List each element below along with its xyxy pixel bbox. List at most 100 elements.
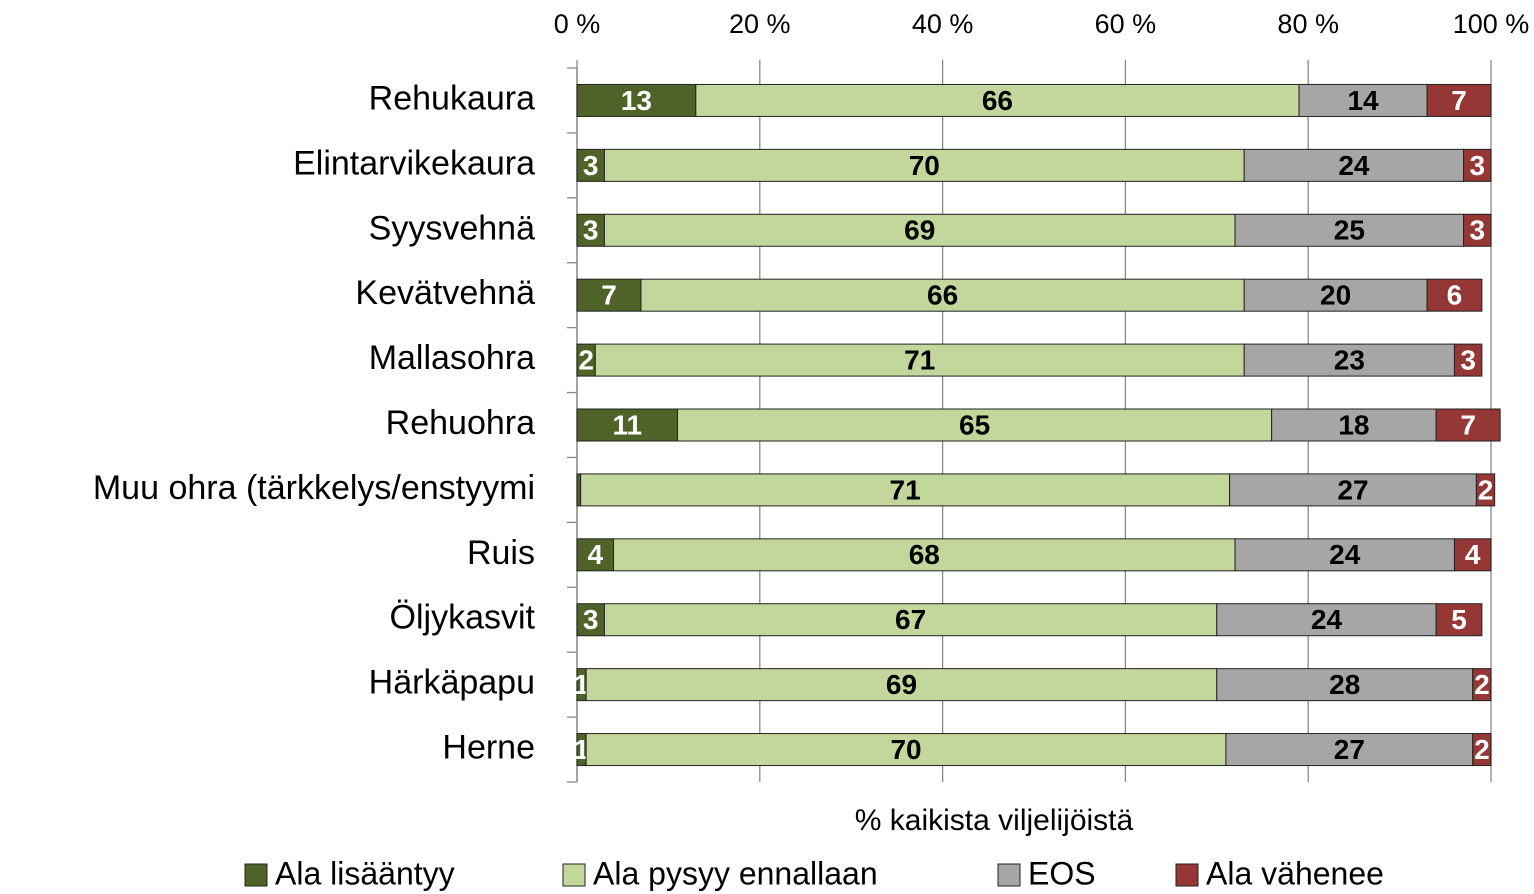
data-label: 67: [895, 604, 926, 635]
data-label: 2: [1474, 734, 1490, 765]
data-label: 14: [1347, 85, 1379, 116]
data-label: 25: [1334, 215, 1365, 246]
data-label: 11: [612, 409, 642, 440]
data-label: 65: [959, 409, 990, 440]
data-label: 28: [1329, 669, 1360, 700]
bar-segment: [603, 213, 1236, 247]
legend-swatch: [997, 863, 1021, 887]
data-label: 2: [578, 344, 594, 375]
data-label: 27: [1337, 474, 1368, 505]
data-label: 5: [1451, 604, 1467, 635]
y-tick-label: Muu ohra (tärkkelys/enstyymi: [93, 469, 535, 507]
bar-segment: [1234, 538, 1455, 572]
bar-segment: [576, 538, 615, 572]
x-tick-label: 100 %: [1453, 9, 1530, 39]
bar-segment: [1463, 148, 1492, 182]
bar-segment: [1475, 473, 1496, 507]
legend-label: Ala pysyy ennallaan: [593, 855, 878, 891]
data-label: 66: [982, 85, 1013, 116]
bar-segment: [1229, 473, 1477, 507]
data-label: 66: [927, 280, 958, 311]
bar-segment: [1225, 733, 1474, 767]
data-label: 27: [1334, 734, 1365, 765]
bar-segment: [613, 538, 1236, 572]
data-label: 3: [1460, 344, 1476, 375]
legend-swatch: [562, 863, 586, 887]
data-label: 24: [1311, 604, 1343, 635]
data-label: 7: [1460, 409, 1476, 440]
bar-segment: [576, 473, 582, 507]
data-label: 23: [1334, 344, 1365, 375]
bar-segment: [576, 408, 679, 442]
bar-segment: [1298, 83, 1428, 117]
y-tick-label: Rehuohra: [386, 404, 535, 442]
y-tick-label: Härkäpapu: [369, 664, 535, 702]
x-tick-label: 60 %: [1095, 9, 1157, 39]
bar-segment: [677, 408, 1273, 442]
legend-label: EOS: [1028, 855, 1096, 891]
data-label: 2: [1478, 474, 1494, 505]
bar-segment: [1472, 733, 1492, 767]
bar-segment: [1271, 408, 1437, 442]
bar-segment: [1426, 278, 1483, 312]
y-tick-label: Elintarvikekaura: [293, 144, 535, 182]
bar-segment: [695, 83, 1300, 117]
data-label: 69: [886, 669, 917, 700]
data-label: 71: [904, 344, 935, 375]
data-label: 70: [909, 150, 940, 181]
bar-segment: [1243, 148, 1465, 182]
data-label: 3: [583, 604, 599, 635]
data-label: 24: [1338, 150, 1370, 181]
bar-segment: [1243, 278, 1428, 312]
bar-segment: [1453, 343, 1483, 377]
bar-segment: [576, 83, 697, 117]
x-tick-label: 20 %: [729, 9, 791, 39]
data-label: 1: [574, 669, 590, 700]
data-label: 3: [1470, 215, 1486, 246]
data-label: 3: [583, 215, 599, 246]
bar-segment: [576, 603, 605, 637]
bar-segment: [1435, 408, 1501, 442]
data-label: 69: [904, 215, 935, 246]
y-tick-label: Öljykasvit: [390, 599, 536, 637]
y-tick-label: Syysvehnä: [369, 209, 535, 247]
data-label: 7: [1451, 85, 1467, 116]
x-tick-label: 80 %: [1277, 9, 1339, 39]
bar-segment: [1243, 343, 1455, 377]
bar-segment: [640, 278, 1245, 312]
bar-segment: [1435, 603, 1483, 637]
y-tick-label: Ruis: [467, 534, 535, 572]
y-tick-label: Kevätvehnä: [355, 274, 535, 312]
data-label: 3: [583, 150, 599, 181]
data-label: 3: [1470, 150, 1486, 181]
bar-segment: [576, 148, 605, 182]
legend-swatch: [244, 863, 268, 887]
bar-segment: [1234, 213, 1465, 247]
x-axis-label: % kaikista viljelijöistä: [855, 804, 1134, 837]
data-label: 71: [890, 474, 921, 505]
data-label: 4: [587, 539, 603, 570]
legend-label: Ala vähenee: [1206, 855, 1384, 891]
bar-segment: [576, 213, 605, 247]
y-tick-label: Herne: [442, 729, 535, 767]
bar-segment: [1472, 668, 1492, 702]
data-label: 70: [890, 734, 921, 765]
y-tick-label: Mallasohra: [369, 339, 535, 377]
data-label: 6: [1447, 280, 1463, 311]
bar-segment: [1426, 83, 1492, 117]
bar-segment: [1463, 213, 1492, 247]
y-tick-label: Rehukaura: [369, 79, 535, 117]
bar-segment: [1453, 538, 1492, 572]
data-label: 7: [601, 280, 617, 311]
bar-segment: [603, 148, 1245, 182]
x-tick-label: 0 %: [554, 9, 601, 39]
bar-segment: [580, 473, 1231, 507]
data-label: 2: [1474, 669, 1490, 700]
bar-segment: [1216, 603, 1437, 637]
data-label: 68: [909, 539, 940, 570]
x-tick-label: 40 %: [912, 9, 974, 39]
legend-swatch: [1175, 863, 1199, 887]
bar-segment: [585, 668, 1218, 702]
data-label: 24: [1329, 539, 1361, 570]
